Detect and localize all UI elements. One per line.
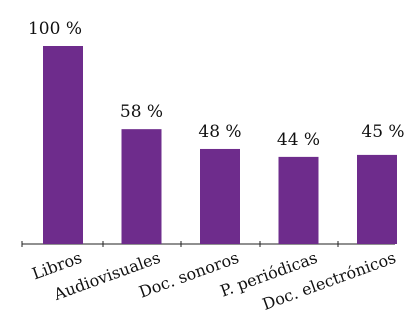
bar-value-label: 45 % xyxy=(361,122,404,142)
bar-0 xyxy=(43,46,83,244)
bar-2 xyxy=(200,148,240,244)
bar-value-label: 100 % xyxy=(28,19,82,39)
bar-4 xyxy=(357,154,397,244)
bar-value-label: 48 % xyxy=(198,122,241,142)
bar-1 xyxy=(121,129,162,244)
bar-value-label: 58 % xyxy=(120,102,163,122)
x-axis-ticks xyxy=(21,241,339,247)
category-label: Doc. electrónicos xyxy=(260,248,399,314)
bars-group xyxy=(43,46,397,244)
bar-value-label: 44 % xyxy=(277,130,320,150)
bar-3 xyxy=(278,156,319,244)
value-labels-group: 100 % 58 % 48 % 44 % 45 % xyxy=(28,19,404,150)
